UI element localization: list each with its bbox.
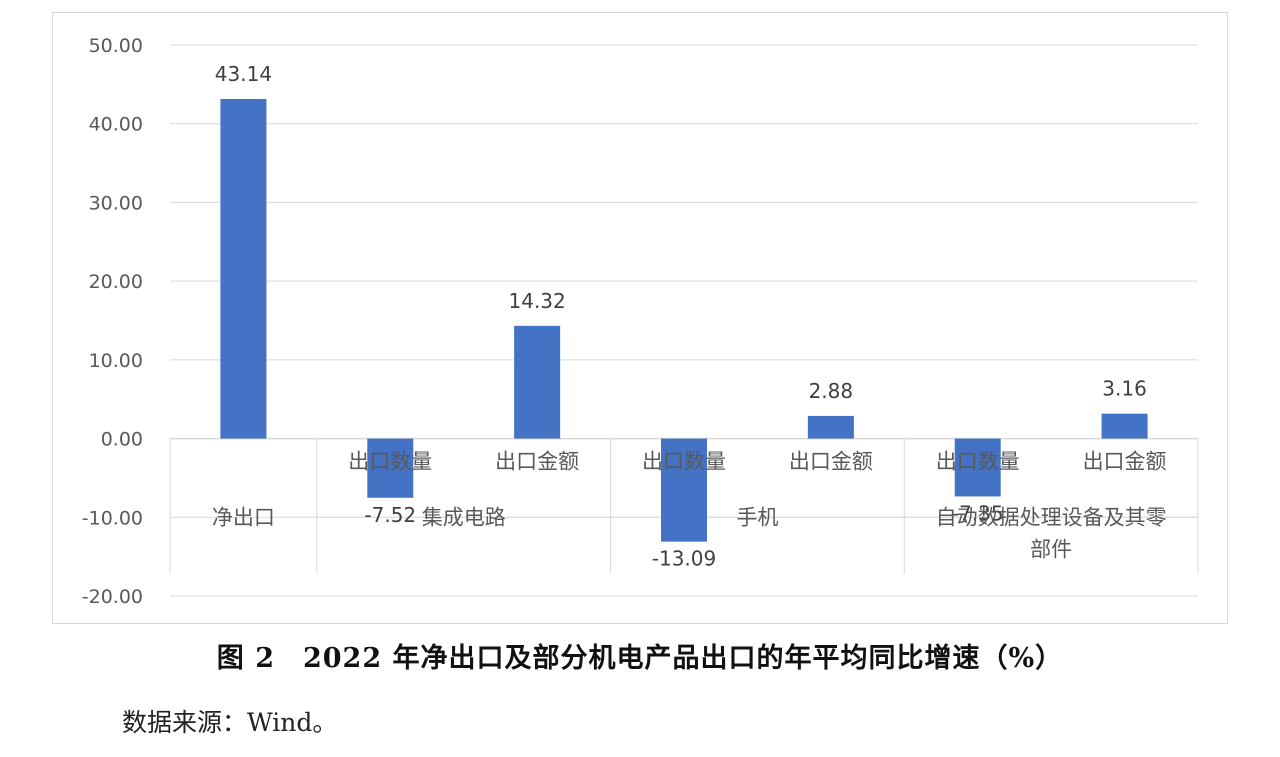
x-group-label: 自动数据处理设备及其零: [936, 505, 1167, 529]
y-tick-label: 10.00: [89, 350, 143, 372]
bar: [807, 415, 854, 439]
data-label: -7.52: [364, 503, 416, 527]
x-group-label: 部件: [1030, 537, 1072, 561]
x-category-label: 出口金额: [1083, 449, 1167, 473]
bar: [220, 98, 267, 439]
x-category-label: 出口数量: [348, 449, 432, 473]
x-group-label: 净出口: [212, 505, 275, 529]
bar: [661, 438, 707, 542]
bar-chart: -20.00 -10.00 0.00 10.00 20.00 30.00 40.00 50.0…: [82, 35, 1199, 608]
source-note: 数据来源：Wind。: [122, 708, 338, 737]
y-tick-label: 20.00: [89, 271, 143, 293]
y-tick-label: 40.00: [89, 114, 143, 136]
bar: [514, 325, 561, 439]
bar: [1101, 413, 1148, 439]
y-tick-label: -20.00: [82, 586, 143, 608]
x-group-label: 手机: [736, 505, 778, 529]
data-label: 43.14: [215, 62, 272, 86]
data-label: -7.35: [952, 501, 1004, 525]
y-tick-label: -10.00: [82, 507, 143, 529]
bar: [954, 438, 1001, 497]
data-label: 2.88: [809, 379, 854, 403]
data-label: -13.09: [652, 547, 716, 571]
y-tick-label: 30.00: [89, 192, 143, 214]
data-label: 14.32: [509, 289, 566, 313]
bar: [367, 438, 414, 498]
x-group-label: 集成电路: [422, 505, 506, 529]
y-tick-label: 50.00: [89, 35, 143, 57]
figure-caption: 图 2 2022 年净出口及部分机电产品出口的年平均同比增速（%）: [216, 643, 1064, 674]
x-category-label: 出口金额: [789, 449, 873, 473]
data-label: 3.16: [1102, 377, 1147, 401]
x-category-label: 出口数量: [936, 449, 1020, 473]
x-category-label: 出口金额: [495, 449, 579, 473]
y-tick-label: 0.00: [101, 429, 143, 451]
chart-frame: -20.00 -10.00 0.00 10.00 20.00 30.00 40.00 50.0…: [52, 12, 1228, 624]
x-category-label: 出口数量: [642, 449, 726, 473]
